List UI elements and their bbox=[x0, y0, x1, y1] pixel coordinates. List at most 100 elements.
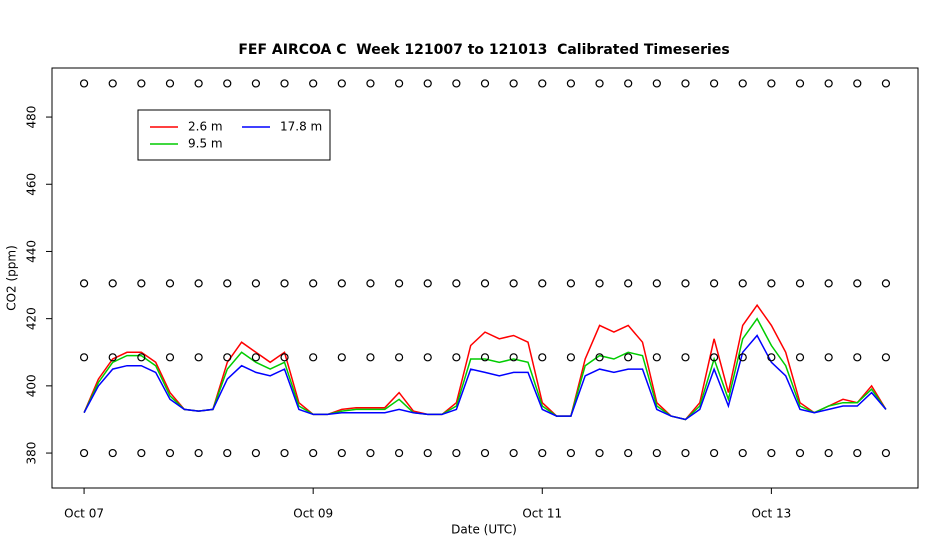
series-line bbox=[83, 334, 887, 421]
flag-point bbox=[251, 353, 260, 362]
flag-point bbox=[566, 79, 576, 88]
flag-point bbox=[452, 279, 461, 288]
flag-point bbox=[194, 353, 203, 362]
flag-point bbox=[423, 79, 432, 88]
chart-title: FEF AIRCOA C Week 121007 to 121013 Calib… bbox=[238, 42, 729, 58]
flag-point bbox=[710, 353, 719, 362]
flag-point bbox=[280, 448, 289, 458]
flag-point bbox=[624, 448, 633, 458]
flag-point bbox=[538, 353, 547, 362]
flag-point bbox=[566, 279, 576, 288]
y-tick-label: 440 bbox=[25, 240, 39, 263]
flag-point bbox=[79, 353, 89, 362]
flag-point bbox=[509, 79, 518, 88]
flag-point bbox=[767, 448, 776, 458]
series-line bbox=[83, 303, 887, 421]
flag-point bbox=[710, 448, 719, 458]
flag-point bbox=[280, 353, 289, 362]
x-tick-label: Oct 13 bbox=[751, 507, 791, 521]
y-axis-label: CO2 (ppm) bbox=[5, 245, 19, 311]
flag-point bbox=[624, 279, 633, 288]
flag-point bbox=[509, 279, 518, 288]
flag-point bbox=[595, 79, 604, 88]
flag-point bbox=[652, 353, 661, 362]
flag-point bbox=[251, 279, 260, 288]
flag-point bbox=[538, 448, 547, 458]
flag-point bbox=[824, 353, 833, 362]
flag-point bbox=[366, 79, 375, 88]
flag-point bbox=[165, 448, 175, 458]
flag-point bbox=[394, 448, 404, 458]
flag-point bbox=[309, 353, 318, 362]
flag-point bbox=[108, 353, 117, 362]
y-tick-label: 480 bbox=[25, 106, 39, 129]
flag-point bbox=[223, 279, 232, 288]
flag-point bbox=[652, 79, 661, 88]
flag-point bbox=[509, 353, 518, 362]
flag-point bbox=[738, 79, 747, 88]
flag-point bbox=[509, 448, 518, 458]
y-tick-label: 460 bbox=[25, 173, 39, 196]
flag-point bbox=[137, 353, 146, 362]
flag-point bbox=[480, 448, 490, 458]
flag-point bbox=[595, 353, 604, 362]
flag-point bbox=[738, 448, 747, 458]
x-tick-label: Oct 09 bbox=[293, 507, 333, 521]
flag-point bbox=[881, 448, 891, 458]
flag-point bbox=[194, 448, 203, 458]
flag-point bbox=[223, 79, 232, 88]
flag-point bbox=[595, 448, 604, 458]
flag-point bbox=[165, 79, 175, 88]
flag-point bbox=[767, 279, 776, 288]
flag-point bbox=[251, 79, 260, 88]
flag-point bbox=[165, 353, 175, 362]
flag-point bbox=[423, 279, 432, 288]
flag-point bbox=[309, 279, 318, 288]
flag-point bbox=[738, 353, 747, 362]
flag-point bbox=[223, 448, 232, 458]
flag-point bbox=[566, 448, 576, 458]
flag-point bbox=[366, 448, 375, 458]
flag-point bbox=[881, 279, 891, 288]
flag-point bbox=[309, 448, 318, 458]
flag-point bbox=[337, 448, 346, 458]
flag-point bbox=[165, 279, 175, 288]
flag-point bbox=[681, 353, 690, 362]
flag-point bbox=[79, 79, 89, 88]
flag-point bbox=[280, 79, 289, 88]
flag-point bbox=[710, 79, 719, 88]
flag-point bbox=[853, 279, 862, 288]
flag-point bbox=[452, 79, 461, 88]
flag-point bbox=[79, 448, 89, 458]
flag-point bbox=[337, 79, 346, 88]
flag-point bbox=[223, 353, 232, 362]
x-axis-label: Date (UTC) bbox=[451, 523, 517, 537]
flag-point bbox=[538, 79, 547, 88]
flag-point bbox=[394, 353, 404, 362]
flag-point bbox=[366, 353, 375, 362]
flag-point bbox=[652, 448, 661, 458]
flag-point bbox=[480, 79, 490, 88]
x-tick-label: Oct 07 bbox=[64, 507, 104, 521]
legend-label: 17.8 m bbox=[280, 120, 322, 134]
flag-point bbox=[824, 279, 833, 288]
y-tick-label: 400 bbox=[25, 374, 39, 397]
flag-point bbox=[624, 353, 633, 362]
plot-frame bbox=[51, 67, 919, 489]
flag-point bbox=[853, 353, 862, 362]
flag-point bbox=[795, 279, 805, 288]
legend-box bbox=[137, 109, 331, 161]
flag-point bbox=[795, 79, 805, 88]
legend-label: 2.6 m bbox=[188, 120, 223, 134]
flag-point bbox=[795, 448, 805, 458]
flag-point bbox=[137, 279, 146, 288]
flag-point bbox=[767, 79, 776, 88]
flag-point bbox=[881, 353, 891, 362]
flag-point bbox=[480, 279, 490, 288]
flag-point bbox=[79, 279, 89, 288]
flag-point bbox=[394, 279, 404, 288]
flag-point bbox=[652, 279, 661, 288]
flag-point bbox=[366, 279, 375, 288]
